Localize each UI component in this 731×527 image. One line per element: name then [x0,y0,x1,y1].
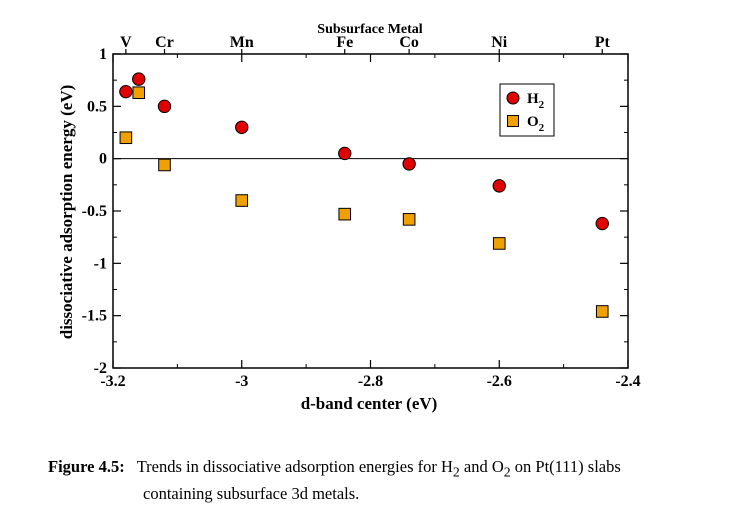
data-point-square [158,158,171,172]
top-axis-label-co: Co [399,34,419,51]
caption-line-2: containing subsurface 3d metals. [143,484,360,504]
y-tick-label: 0 [99,151,107,168]
y-tick-label: 1 [99,46,107,63]
data-point-square [338,207,352,221]
top-axis-label-mn: Mn [230,34,254,51]
y-tick-label: -1.5 [82,308,107,325]
data-point-square [402,213,416,226]
top-axis-label-cr: Cr [155,34,174,51]
top-axis-title: Subsurface Metal [317,22,422,37]
caption-sub-1: 2 [452,464,460,480]
top-axis-label-fe: Fe [336,34,353,51]
data-marks [119,72,609,318]
data-point-circle [119,84,133,99]
caption-sub-2: 2 [503,464,511,480]
y-tick-label: -1 [94,255,107,272]
y-tick-label: -0.5 [82,203,107,220]
figure-caption: Figure 4.5: Trends in dissociative adsorp… [48,456,718,505]
data-point-circle [235,120,249,134]
x-tick-label: -2.8 [358,373,383,390]
labels: d-band center (eV) dissociative adsorpti… [57,22,437,413]
series-h2 [119,72,609,231]
caption-text-1: Trends in dissociative adsorption energi… [136,457,453,476]
data-point-square [492,237,506,250]
ticks: -3.2 -3 -2.8 -2.6 -2.4 1 0.5 0 -0.5 -1 -1.5 -2 V Cr Mn… [82,34,641,390]
data-point-square [132,86,146,100]
legend-box [499,83,555,137]
x-tick-label: -3 [235,373,248,390]
data-point-circle [157,99,172,114]
data-point-circle [595,216,609,231]
data-point-circle [132,72,146,86]
data-point-circle [338,146,352,161]
legend-marker-circle [506,91,520,105]
top-axis-label-ni: Ni [491,34,508,51]
data-point-square [595,305,609,318]
x-tick-label: -3.2 [100,373,125,390]
figure-label: Figure 4.5: [48,457,125,476]
series-o2 [119,86,609,318]
top-axis-label-v: V [120,34,132,51]
data-point-square [235,194,249,207]
data-point-circle [402,157,416,171]
y-tick-label: -2 [94,360,107,377]
legend-entry-o2: O2 [527,114,545,134]
legend-marker-square [507,115,519,127]
caption-text-3: on Pt(111) slabs [510,457,621,476]
caption-text-2: and O [459,457,504,476]
legend-entry-h2: H2 [527,91,545,111]
x-tick-label: -2.6 [487,373,512,390]
y-axis-label: dissociative adsorption energy (eV) [57,85,76,340]
y-tick-label: 0.5 [87,98,107,115]
data-point-circle [492,179,506,193]
scatter-chart: -3.2 -3 -2.8 -2.6 -2.4 1 0.5 0 -0.5 -1 -1.5 -2 V Cr Mn… [57,22,641,413]
x-axis-label: d-band center (eV) [301,394,438,413]
top-axis-label-pt: Pt [595,34,611,51]
data-point-square [119,131,133,145]
x-tick-label: -2.4 [615,373,640,390]
